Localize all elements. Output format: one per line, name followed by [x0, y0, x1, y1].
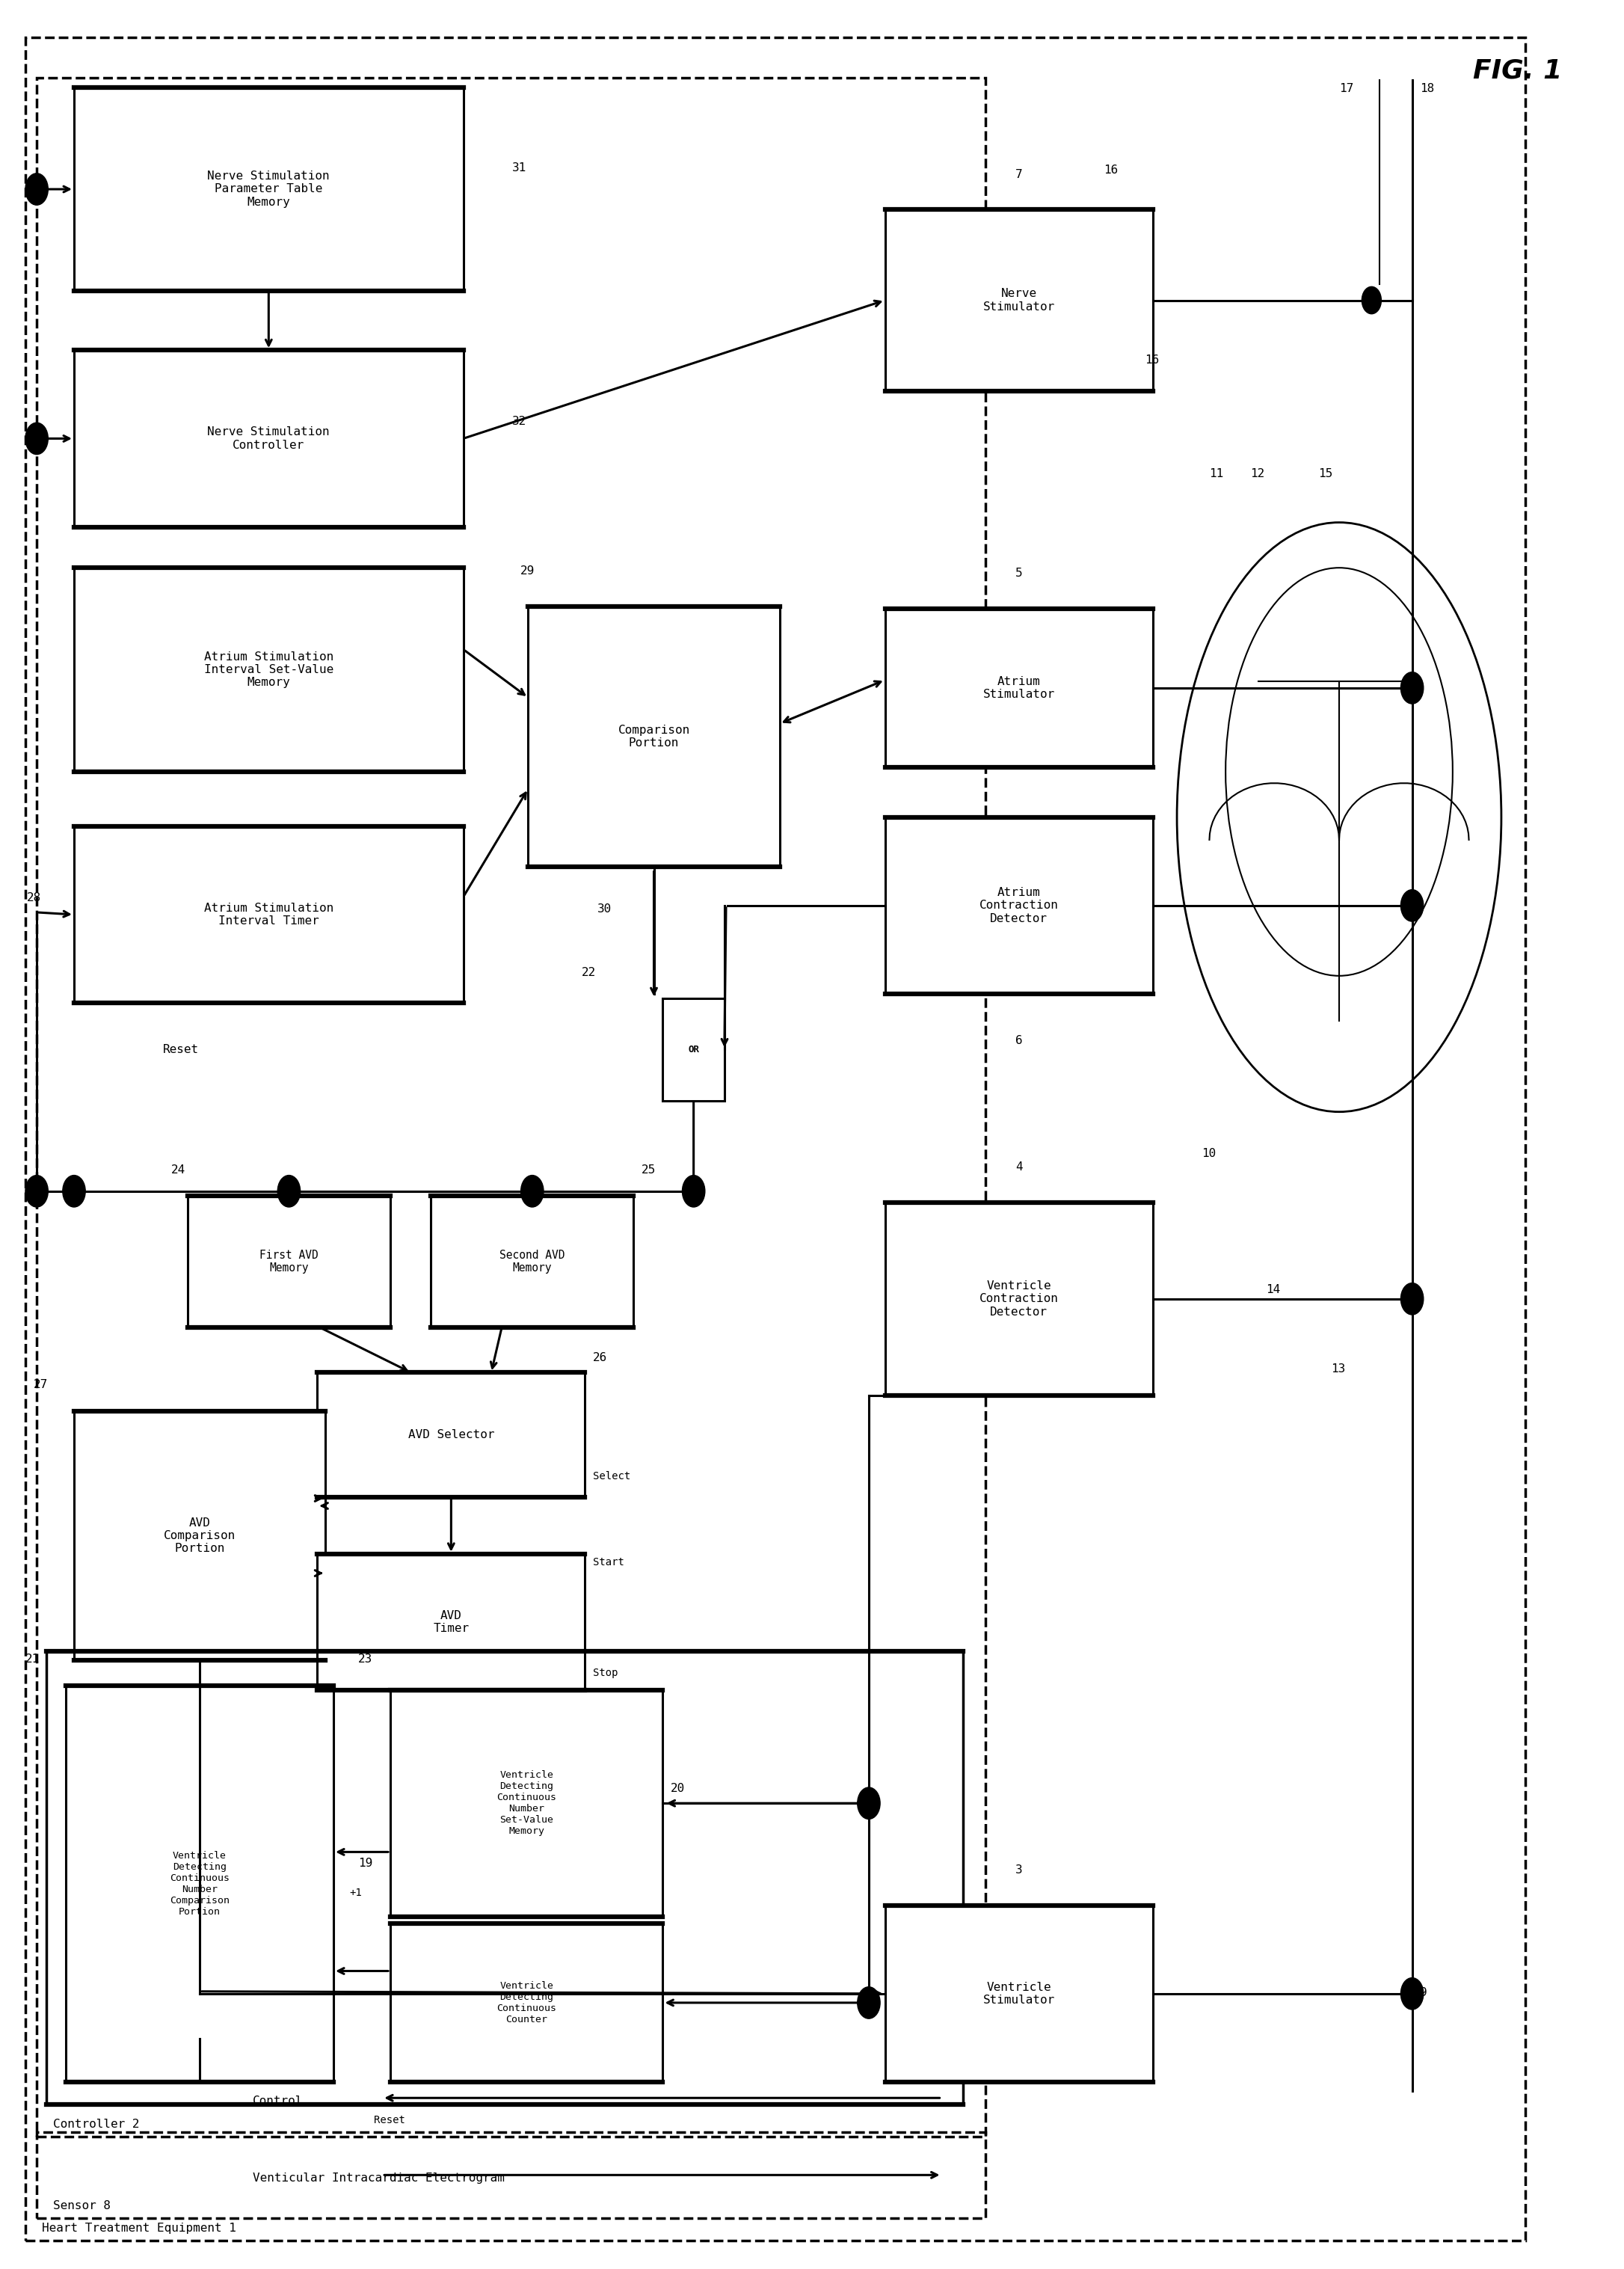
Text: Ventricle
Contraction
Detector: Ventricle Contraction Detector	[979, 1280, 1059, 1318]
Text: Sensor 8: Sensor 8	[54, 2201, 110, 2212]
Text: 32: 32	[512, 415, 526, 427]
Bar	[75, 826, 463, 1003]
Bar	[317, 1373, 585, 1498]
Text: Select: Select	[593, 1470, 630, 1482]
Bar	[885, 1203, 1153, 1395]
Circle shape	[521, 1175, 544, 1207]
Text: 23: 23	[357, 1654, 372, 1665]
Circle shape	[278, 1175, 300, 1207]
Text: Nerve Stimulation
Parameter Table
Memory: Nerve Stimulation Parameter Table Memory	[208, 170, 330, 209]
Text: Atrium Stimulation
Interval Timer: Atrium Stimulation Interval Timer	[205, 903, 333, 926]
Text: AVD
Comparison
Portion: AVD Comparison Portion	[164, 1518, 235, 1554]
Text: 15: 15	[1319, 467, 1332, 479]
Text: First AVD
Memory: First AVD Memory	[260, 1250, 318, 1273]
Text: Reset: Reset	[374, 2115, 406, 2126]
Text: Reset: Reset	[164, 1044, 200, 1055]
Bar	[663, 998, 724, 1100]
Circle shape	[26, 172, 49, 204]
Bar	[885, 608, 1153, 767]
Circle shape	[857, 1988, 880, 2019]
Text: Control: Control	[252, 2097, 302, 2108]
Text: 11: 11	[1210, 467, 1224, 479]
Text: Atrium
Stimulator: Atrium Stimulator	[983, 676, 1054, 701]
Circle shape	[1402, 889, 1424, 921]
Text: 19: 19	[357, 1858, 372, 1870]
Text: Atrium Stimulation
Interval Set-Value
Memory: Atrium Stimulation Interval Set-Value Me…	[205, 651, 333, 688]
Text: 20: 20	[671, 1783, 685, 1795]
Circle shape	[1402, 1979, 1424, 2010]
Text: 26: 26	[593, 1352, 607, 1364]
Circle shape	[857, 1788, 880, 1820]
Text: AVD
Timer: AVD Timer	[434, 1609, 469, 1634]
Text: FIG. 1: FIG. 1	[1473, 57, 1562, 84]
Bar	[37, 2133, 986, 2219]
Text: 21: 21	[26, 1654, 39, 1665]
Text: 29: 29	[520, 565, 534, 576]
Bar	[885, 817, 1153, 994]
Circle shape	[1363, 286, 1382, 313]
Text: Stop: Stop	[593, 1668, 619, 1679]
Circle shape	[1402, 672, 1424, 703]
Bar	[528, 606, 780, 867]
Text: Second AVD
Memory: Second AVD Memory	[500, 1250, 565, 1273]
Text: 3: 3	[1015, 1865, 1023, 1876]
Text: 16: 16	[1104, 163, 1119, 175]
Text: 30: 30	[598, 903, 612, 914]
Text: 24: 24	[172, 1164, 185, 1175]
Circle shape	[26, 1175, 49, 1207]
Text: 13: 13	[1332, 1364, 1345, 1375]
Text: +1: +1	[349, 1888, 362, 1899]
Text: OR: OR	[689, 1044, 700, 1055]
Bar	[390, 1690, 663, 1917]
Text: 16: 16	[1145, 354, 1160, 365]
Bar	[390, 1924, 663, 2083]
Text: Ventricle
Detecting
Continuous
Number
Set-Value
Memory: Ventricle Detecting Continuous Number Se…	[497, 1770, 557, 1836]
Bar	[885, 209, 1153, 390]
Text: Venticular Intracardiac Electrogram: Venticular Intracardiac Electrogram	[252, 2174, 505, 2185]
Text: Controller 2: Controller 2	[54, 2119, 140, 2131]
Circle shape	[63, 1175, 86, 1207]
Text: 18: 18	[1421, 82, 1434, 93]
Text: Atrium
Contraction
Detector: Atrium Contraction Detector	[979, 887, 1059, 923]
Bar	[317, 1554, 585, 1690]
Text: 28: 28	[28, 892, 42, 903]
Circle shape	[1403, 674, 1423, 701]
Text: Heart Treatment Equipment 1: Heart Treatment Equipment 1	[42, 2224, 235, 2235]
Text: Comparison
Portion: Comparison Portion	[617, 724, 690, 749]
Bar	[75, 349, 463, 526]
Text: Ventricle
Detecting
Continuous
Counter: Ventricle Detecting Continuous Counter	[497, 1981, 557, 2024]
Text: 14: 14	[1267, 1284, 1281, 1296]
Circle shape	[1402, 1282, 1424, 1314]
Bar	[75, 1411, 325, 1661]
Bar	[47, 1652, 963, 2106]
Bar	[75, 86, 463, 290]
Text: Ventricle
Stimulator: Ventricle Stimulator	[983, 1981, 1054, 2006]
Text: 17: 17	[1340, 82, 1353, 93]
Text: 10: 10	[1202, 1148, 1216, 1159]
Text: Start: Start	[593, 1557, 624, 1568]
Text: 5: 5	[1015, 567, 1023, 579]
Text: 4: 4	[1015, 1162, 1023, 1173]
Text: 22: 22	[581, 967, 596, 978]
Text: 6: 6	[1015, 1035, 1023, 1046]
Circle shape	[682, 1175, 705, 1207]
Text: 31: 31	[512, 161, 526, 172]
Text: 9: 9	[1421, 1988, 1427, 1999]
Text: 25: 25	[641, 1164, 656, 1175]
Bar	[37, 77, 986, 2137]
Bar	[67, 1686, 333, 2083]
Text: Nerve
Stimulator: Nerve Stimulator	[983, 288, 1054, 313]
Text: 7: 7	[1015, 168, 1023, 179]
Bar	[430, 1196, 633, 1327]
Bar	[75, 567, 463, 771]
Text: 12: 12	[1250, 467, 1265, 479]
Circle shape	[26, 422, 49, 454]
Text: AVD Selector: AVD Selector	[408, 1429, 494, 1441]
Bar	[885, 1906, 1153, 2083]
Text: Nerve Stimulation
Controller: Nerve Stimulation Controller	[208, 427, 330, 452]
Text: Ventricle
Detecting
Continuous
Number
Comparison
Portion: Ventricle Detecting Continuous Number Co…	[171, 1852, 229, 1917]
Bar	[187, 1196, 390, 1327]
Text: 27: 27	[34, 1380, 47, 1391]
